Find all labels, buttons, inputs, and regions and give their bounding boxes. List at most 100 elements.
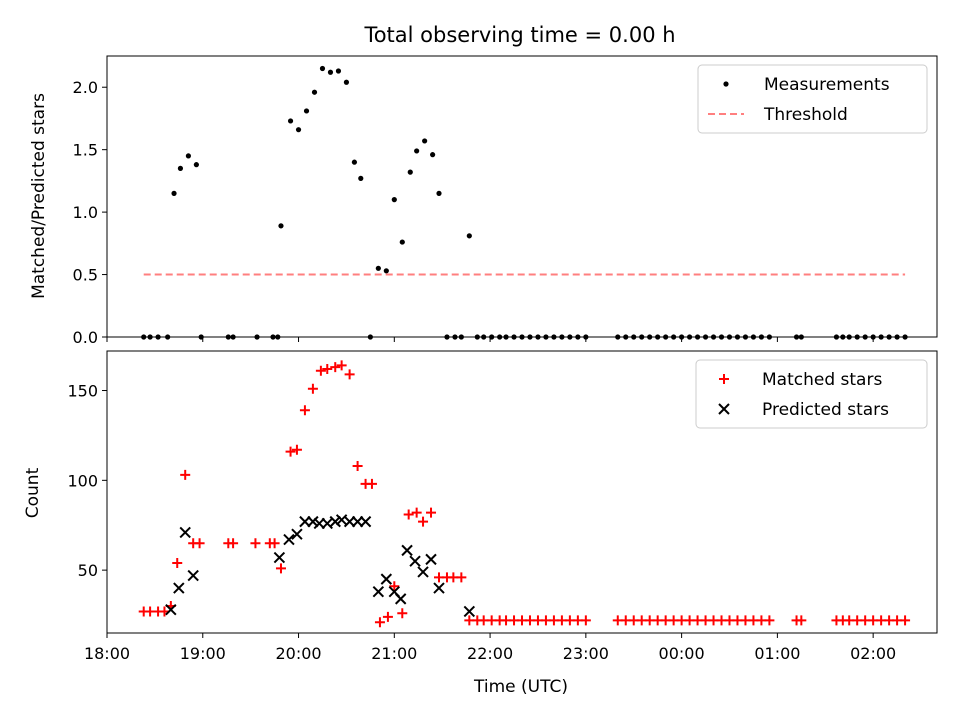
data-point: [430, 152, 436, 158]
data-point: [329, 515, 341, 528]
data-point: [322, 363, 333, 374]
y-tick-label: 100: [67, 471, 98, 490]
data-point: [172, 557, 183, 568]
data-point: [165, 603, 177, 616]
data-point: [171, 190, 177, 196]
data-point: [311, 89, 318, 95]
legend-frame: [697, 64, 928, 134]
legend-swatch-marker: [723, 81, 729, 87]
data-point: [383, 268, 389, 274]
x-tick-label: 01:00: [754, 644, 800, 663]
y-tick-label: 150: [67, 382, 98, 401]
data-point: [426, 507, 437, 518]
legend: Matched stars Predicted stars: [695, 359, 928, 429]
data-point: [391, 197, 397, 203]
legend-label: Predicted stars: [762, 400, 889, 420]
data-point: [380, 573, 393, 585]
data-point: [409, 555, 421, 567]
series-predicted-stars: [165, 514, 476, 618]
data-point: [397, 608, 408, 619]
chart-title: Total observing time = 0.00 h: [363, 23, 675, 47]
data-point: [299, 405, 310, 416]
data-point: [307, 383, 318, 394]
data-point: [291, 444, 302, 455]
data-point: [275, 563, 286, 574]
data-point: [417, 566, 429, 578]
data-point: [295, 127, 302, 133]
y-tick-label: 1.0: [73, 203, 98, 222]
data-point: [900, 615, 911, 626]
legend-frame: [695, 359, 928, 429]
data-point: [315, 365, 326, 376]
y-tick-label: 0.5: [73, 266, 98, 285]
legend-label: Measurements: [764, 75, 890, 95]
y-tick-label: 0.0: [73, 328, 98, 347]
data-point: [193, 162, 199, 168]
data-point: [764, 615, 775, 626]
data-point: [343, 79, 350, 85]
bottom-ylabel: Count: [23, 467, 43, 518]
bottom-panel: Count 18:00 19:00 20:00 21:00 22:00 23:00 00:0…: [23, 350, 938, 663]
data-point: [425, 553, 437, 566]
data-point: [273, 551, 286, 564]
data-point: [228, 538, 239, 549]
legend-swatch-marker: [718, 403, 730, 415]
data-point: [399, 239, 405, 245]
data-point: [303, 108, 310, 114]
legend: Measurements Threshold: [697, 64, 928, 134]
data-point: [180, 469, 191, 480]
data-point: [382, 611, 393, 622]
x-tick-label: 22:00: [467, 644, 513, 663]
y-tick-label: 1.5: [73, 141, 98, 160]
data-point: [796, 615, 807, 626]
axes-frame: [106, 350, 938, 634]
y-tick-label: 2.0: [73, 78, 98, 97]
data-point: [283, 533, 295, 546]
data-point: [351, 159, 358, 165]
data-point: [330, 362, 341, 373]
axes-frame: [106, 55, 938, 338]
x-tick-label: 00:00: [659, 644, 705, 663]
data-point: [336, 360, 347, 371]
data-point: [358, 175, 364, 181]
data-point: [375, 265, 381, 271]
data-point: [389, 581, 400, 592]
x-tick-label: 20:00: [275, 644, 321, 663]
data-point: [466, 233, 472, 239]
data-point: [269, 538, 280, 549]
data-point: [352, 460, 363, 471]
legend-label: Matched stars: [762, 370, 882, 390]
data-point: [194, 538, 205, 549]
x-tick-label: 19:00: [180, 644, 226, 663]
x-tick-label: 02:00: [850, 644, 896, 663]
data-point: [187, 569, 199, 582]
data-point: [344, 369, 355, 380]
top-ylabel: Matched/Predicted stars: [29, 93, 49, 299]
data-point: [401, 544, 413, 557]
data-point: [463, 605, 476, 618]
data-point: [335, 68, 342, 74]
data-point: [411, 507, 422, 518]
data-point: [372, 585, 385, 598]
data-point: [403, 509, 414, 520]
data-point: [366, 478, 377, 489]
data-point: [285, 446, 296, 457]
data-point: [185, 153, 192, 159]
data-point: [278, 223, 284, 229]
data-point: [414, 148, 420, 154]
data-point: [436, 190, 442, 196]
legend-label: Threshold: [763, 105, 848, 125]
data-point: [250, 538, 261, 549]
data-point: [327, 69, 334, 75]
data-point: [179, 526, 191, 539]
series-matched-stars: [138, 360, 911, 628]
top-panel: Matched/Predicted stars 0.0 0.5 1.0 1.5 2.0 M…: [29, 55, 938, 347]
data-point: [359, 515, 372, 528]
data-point: [422, 138, 428, 144]
x-tick-label: 21:00: [371, 644, 417, 663]
x-tick-label: 23:00: [563, 644, 609, 663]
data-point: [407, 169, 413, 175]
data-point: [374, 617, 385, 628]
data-point: [291, 528, 303, 540]
data-point: [287, 118, 294, 124]
